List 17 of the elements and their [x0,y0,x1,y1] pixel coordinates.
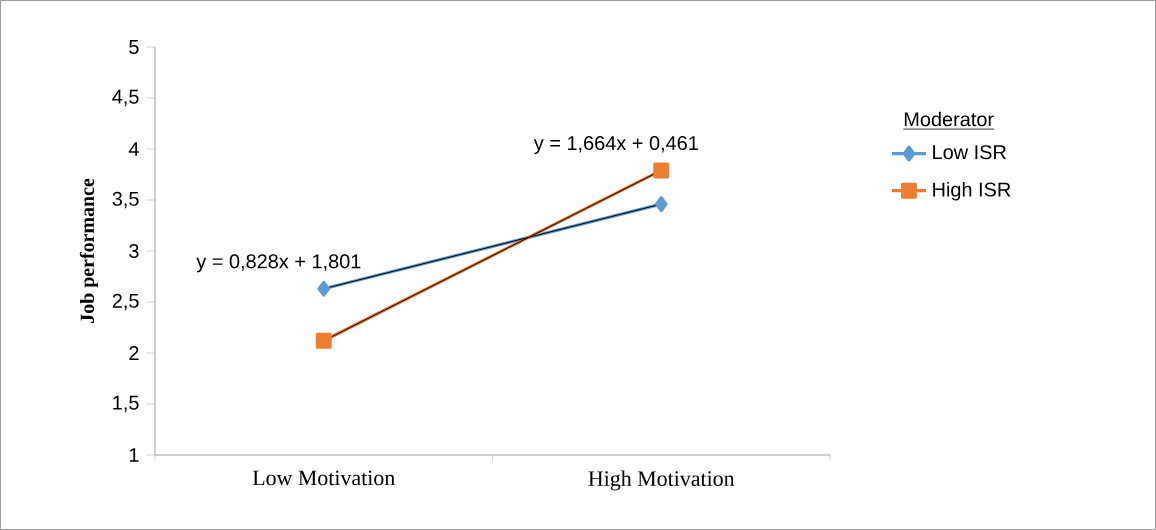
y-axis-title: Job performance [79,178,99,323]
y-tick-label: 2,5 [112,293,139,311]
x-tick-label: Low Motivation [252,470,395,486]
y-tick-label: 4,5 [112,89,139,107]
legend-label: High ISR [933,181,1011,201]
y-tick-label: 3,5 [112,191,139,209]
y-tick-label: 3 [129,243,139,259]
y-tick-label: 5 [129,40,139,54]
annotation: y = 1,664x + 0,461 [533,135,698,155]
y-tick-label: 4 [128,142,139,156]
legend-label: Low ISR [933,145,1006,160]
annotation: y = 0,828x + 1,801 [196,254,361,273]
x-tick-label: High Motivation [588,470,735,491]
y-tick-label: 1 [129,448,139,462]
legend-title: Moderator [904,111,994,127]
y-tick-label: 1,5 [113,395,139,413]
y-tick-label: 2 [129,346,139,360]
